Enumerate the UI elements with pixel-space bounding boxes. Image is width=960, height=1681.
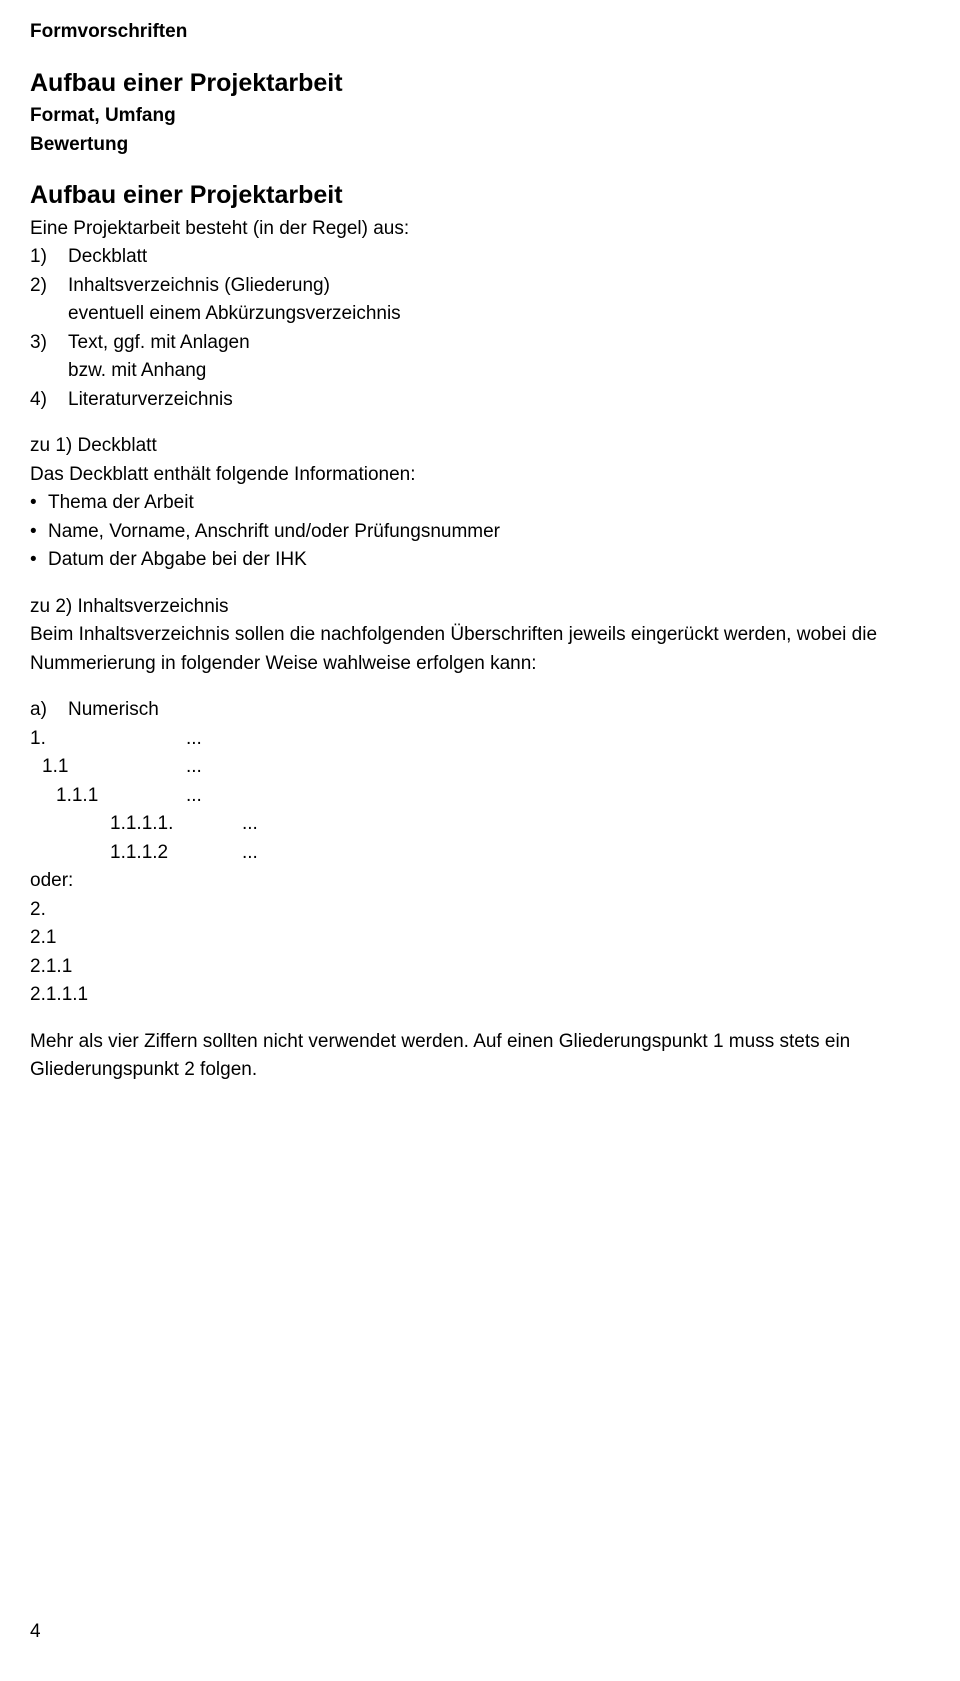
list-marker: 1)	[30, 243, 68, 272]
list-item: Numerisch	[68, 696, 159, 725]
subsection-heading: zu 2) Inhaltsverzeichnis	[30, 593, 930, 622]
subsection-heading: zu 1) Deckblatt	[30, 432, 930, 461]
page-number: 4	[30, 1618, 41, 1647]
section-sub: Format, Umfang	[30, 102, 930, 131]
num-label: 2.1.1.1	[30, 981, 930, 1010]
bullet-item: Datum der Abgabe bei der IHK	[30, 546, 930, 575]
body-text: oder:	[30, 867, 930, 896]
num-dots: ...	[186, 725, 202, 754]
num-dots: ...	[186, 782, 202, 811]
list-marker: 4)	[30, 386, 68, 415]
num-label: 1.1.1	[56, 782, 186, 811]
list-item: Literaturverzeichnis	[68, 386, 233, 415]
num-label: 2.1.1	[30, 953, 930, 982]
section-heading: Aufbau einer Projektarbeit	[30, 65, 930, 103]
body-text: Mehr als vier Ziffern sollten nicht verw…	[30, 1028, 930, 1085]
title: Formvorschriften	[30, 18, 930, 47]
body-text: Das Deckblatt enthält folgende Informati…	[30, 461, 930, 490]
body-text: Beim Inhaltsverzeichnis sollen die nachf…	[30, 621, 930, 678]
numbering-example: 1. ... 1.1 ... 1.1.1 ... 1.1.1.1. ... 1.…	[30, 725, 930, 868]
list-subitem: bzw. mit Anhang	[30, 357, 930, 386]
bullet-item: Thema der Arbeit	[30, 489, 930, 518]
list-subitem: eventuell einem Abkürzungsverzeichnis	[30, 300, 930, 329]
num-label: 1.1.1.2	[110, 839, 242, 868]
bullet-item: Name, Vorname, Anschrift und/oder Prüfun…	[30, 518, 930, 547]
list-item: Inhaltsverzeichnis (Gliederung)	[68, 272, 330, 301]
num-label: 1.1	[42, 753, 186, 782]
num-dots: ...	[242, 839, 258, 868]
list-marker: 2)	[30, 272, 68, 301]
section-heading: Aufbau einer Projektarbeit	[30, 177, 930, 215]
num-label: 1.	[30, 725, 186, 754]
section-sub: Bewertung	[30, 131, 930, 160]
list-marker: a)	[30, 696, 68, 725]
num-dots: ...	[242, 810, 258, 839]
num-label: 2.	[30, 896, 930, 925]
num-dots: ...	[186, 753, 202, 782]
intro-text: Eine Projektarbeit besteht (in der Regel…	[30, 215, 930, 244]
list-marker: 3)	[30, 329, 68, 358]
num-label: 2.1	[30, 924, 930, 953]
list-item: Deckblatt	[68, 243, 147, 272]
num-label: 1.1.1.1.	[110, 810, 242, 839]
list-item: Text, ggf. mit Anlagen	[68, 329, 250, 358]
